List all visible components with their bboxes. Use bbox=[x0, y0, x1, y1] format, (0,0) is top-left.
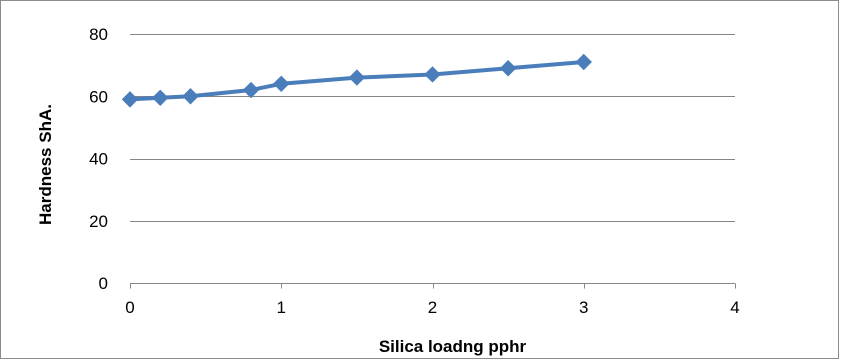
data-point bbox=[575, 53, 592, 71]
y-tick-label: 80 bbox=[89, 25, 108, 44]
gridlines bbox=[130, 34, 735, 222]
x-tick-label: 1 bbox=[277, 298, 286, 317]
data-point bbox=[499, 60, 517, 77]
series-layer bbox=[121, 53, 592, 108]
y-tick-labels: 0 20 40 60 80 bbox=[89, 25, 108, 293]
x-tick-labels: 0 1 2 3 4 bbox=[125, 298, 739, 317]
x-tick-label: 3 bbox=[579, 298, 588, 317]
x-tick-label: 0 bbox=[125, 298, 134, 317]
x-tick-label: 4 bbox=[730, 298, 739, 317]
x-tick-label: 2 bbox=[428, 298, 437, 317]
y-axis-title: Hardness ShA. bbox=[36, 104, 55, 225]
x-axis-title: Silica loadng pphr bbox=[379, 337, 527, 356]
x-axis bbox=[130, 283, 736, 289]
data-point bbox=[273, 75, 290, 93]
y-tick-label: 40 bbox=[89, 150, 108, 169]
data-point bbox=[242, 81, 260, 99]
data-point bbox=[121, 91, 139, 108]
data-point bbox=[182, 88, 199, 105]
y-tick-label: 20 bbox=[89, 212, 108, 231]
y-tick-label: 0 bbox=[99, 274, 108, 293]
y-tick-label: 60 bbox=[89, 87, 108, 106]
data-point bbox=[152, 89, 169, 107]
data-point bbox=[348, 69, 366, 86]
data-point bbox=[424, 66, 441, 83]
